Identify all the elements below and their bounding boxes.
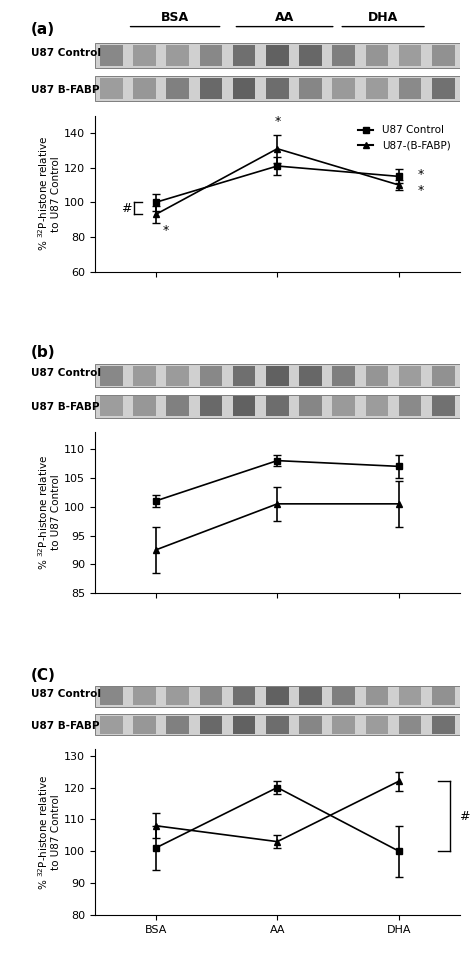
Bar [432,78,455,99]
Y-axis label: % $^{32}$P-histone relative
to U87 Control: % $^{32}$P-histone relative to U87 Contr… [36,774,61,890]
Bar [100,366,123,385]
Text: (C): (C) [31,667,56,683]
Text: DHA: DHA [368,11,398,24]
Text: (a): (a) [31,22,55,37]
Text: #: # [458,810,469,822]
Bar [233,716,255,734]
Text: U87 Control: U87 Control [31,690,101,699]
Text: BSA: BSA [161,11,189,24]
Bar [365,716,388,734]
Bar [266,397,289,416]
Text: U87 Control: U87 Control [31,48,101,58]
Bar [299,397,322,416]
Bar [299,45,322,66]
Bar [299,366,322,385]
Bar [432,45,455,66]
Text: (b): (b) [31,345,55,360]
Bar [233,688,255,706]
Bar [200,688,222,706]
Bar [332,366,355,385]
Bar [200,78,222,99]
Bar [100,716,123,734]
Bar [266,45,289,66]
Bar [299,78,322,99]
Bar [166,397,189,416]
Text: AA: AA [275,11,294,24]
Bar [365,78,388,99]
Text: #: # [121,202,132,215]
Bar [365,45,388,66]
Text: *: * [162,223,168,237]
Bar [266,716,289,734]
Bar [166,78,189,99]
Y-axis label: % $^{32}$P-histone relative
to U87 Control: % $^{32}$P-histone relative to U87 Contr… [36,455,61,570]
Bar [95,686,460,707]
Bar [299,688,322,706]
Bar [95,714,460,736]
Bar [95,364,460,387]
Bar [365,688,388,706]
Bar [365,397,388,416]
Bar [432,366,455,385]
Bar [133,716,156,734]
Bar [233,397,255,416]
Bar [332,688,355,706]
Text: *: * [418,169,424,181]
Bar [200,397,222,416]
Bar [100,397,123,416]
Bar [133,397,156,416]
Bar [365,366,388,385]
Bar [133,45,156,66]
Bar [299,716,322,734]
Bar [233,366,255,385]
Bar [166,366,189,385]
Bar [332,716,355,734]
Bar [332,397,355,416]
Bar [266,688,289,706]
Text: U87 B-FABP: U87 B-FABP [31,720,100,731]
Legend: U87 Control, U87-(B-FABP): U87 Control, U87-(B-FABP) [354,121,455,155]
Bar [133,78,156,99]
Text: U87 Control: U87 Control [31,369,101,378]
Bar [399,45,421,66]
Bar [332,78,355,99]
Bar [432,397,455,416]
Bar [200,716,222,734]
Text: U87 B-FABP: U87 B-FABP [31,403,100,412]
Bar [233,45,255,66]
Bar [399,688,421,706]
Text: *: * [274,115,281,128]
Bar [200,366,222,385]
Bar [233,78,255,99]
Bar [266,366,289,385]
Bar [100,78,123,99]
Bar [432,688,455,706]
Bar [95,76,460,101]
Bar [166,716,189,734]
Bar [200,45,222,66]
Bar [332,45,355,66]
Bar [100,45,123,66]
Bar [399,78,421,99]
Bar [399,397,421,416]
Y-axis label: % $^{32}$P-histone relative
to U87 Control: % $^{32}$P-histone relative to U87 Contr… [36,136,61,251]
Bar [133,688,156,706]
Bar [95,43,460,68]
Bar [266,78,289,99]
Bar [399,366,421,385]
Bar [100,688,123,706]
Bar [399,716,421,734]
Bar [166,45,189,66]
Bar [432,716,455,734]
Text: *: * [418,184,424,196]
Bar [95,395,460,418]
Bar [166,688,189,706]
Text: U87 B-FABP: U87 B-FABP [31,85,100,95]
Bar [133,366,156,385]
